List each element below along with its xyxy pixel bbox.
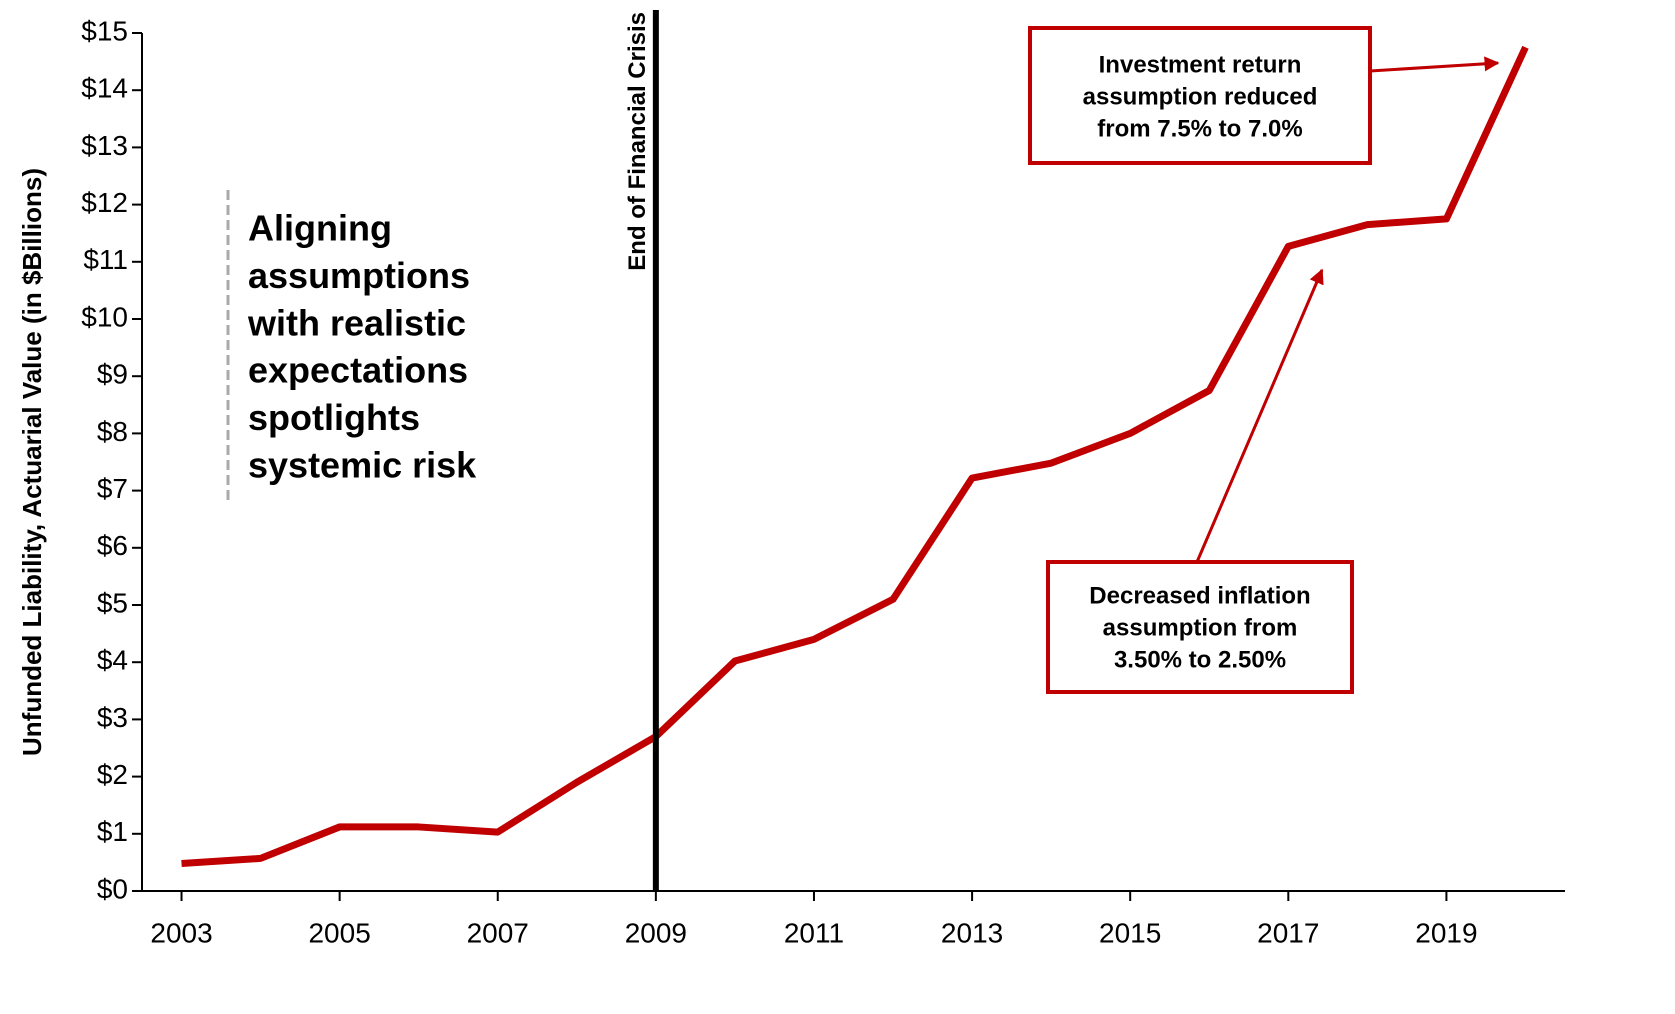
annotation-text: systemic risk bbox=[248, 445, 477, 486]
annotation-text: spotlights bbox=[248, 397, 420, 438]
y-tick-label: $10 bbox=[81, 301, 128, 332]
y-tick-label: $15 bbox=[81, 15, 128, 46]
annotation-box bbox=[1028, 26, 1372, 165]
x-tick-label: 2011 bbox=[784, 917, 844, 948]
x-tick-label: 2009 bbox=[625, 917, 687, 948]
annotation-text: assumption reduced bbox=[1083, 83, 1318, 110]
x-tick-label: 2017 bbox=[1257, 917, 1319, 948]
y-tick-label: $12 bbox=[81, 187, 128, 218]
y-tick-label: $13 bbox=[81, 130, 128, 161]
x-tick-label: 2013 bbox=[941, 917, 1003, 948]
annotation-arrow bbox=[1369, 56, 1500, 73]
annotation-text: expectations bbox=[248, 350, 468, 391]
y-tick-label: $11 bbox=[83, 244, 128, 275]
x-tick-label: 2003 bbox=[150, 917, 212, 948]
data-line bbox=[181, 45, 1529, 868]
y-tick-label: $7 bbox=[97, 473, 128, 504]
y-tick-label: $1 bbox=[97, 816, 128, 847]
vertical-marker-label: End of Financial Crisis bbox=[624, 12, 651, 271]
annotation-text: 3.50% to 2.50% bbox=[1114, 646, 1286, 673]
annotation-arrow bbox=[1195, 268, 1324, 563]
x-tick-label: 2005 bbox=[308, 917, 370, 948]
annotation-text: from 7.5% to 7.0% bbox=[1097, 115, 1302, 142]
x-tick-label: 2015 bbox=[1099, 917, 1161, 948]
annotation-box bbox=[1046, 560, 1354, 694]
y-tick-label: $4 bbox=[97, 645, 128, 676]
annotation-text: with realistic bbox=[247, 302, 466, 343]
y-tick-label: $14 bbox=[81, 73, 128, 104]
annotation-text: Aligning bbox=[248, 208, 392, 249]
y-axis-label: Unfunded Liability, Actuarial Value (in … bbox=[17, 168, 47, 756]
annotation-text: Decreased inflation bbox=[1089, 582, 1310, 609]
annotation-text: assumptions bbox=[248, 255, 470, 296]
y-tick-label: $0 bbox=[97, 873, 128, 904]
y-tick-label: $3 bbox=[97, 702, 128, 733]
y-tick-label: $5 bbox=[97, 587, 128, 618]
annotation-text: assumption from bbox=[1103, 614, 1298, 641]
y-tick-label: $9 bbox=[97, 359, 128, 390]
annotation-text: Investment return bbox=[1099, 51, 1302, 78]
y-tick-label: $8 bbox=[97, 416, 128, 447]
y-tick-label: $2 bbox=[97, 759, 128, 790]
x-tick-label: 2007 bbox=[467, 917, 529, 948]
y-tick-label: $6 bbox=[97, 530, 128, 561]
x-tick-label: 2019 bbox=[1415, 917, 1477, 948]
